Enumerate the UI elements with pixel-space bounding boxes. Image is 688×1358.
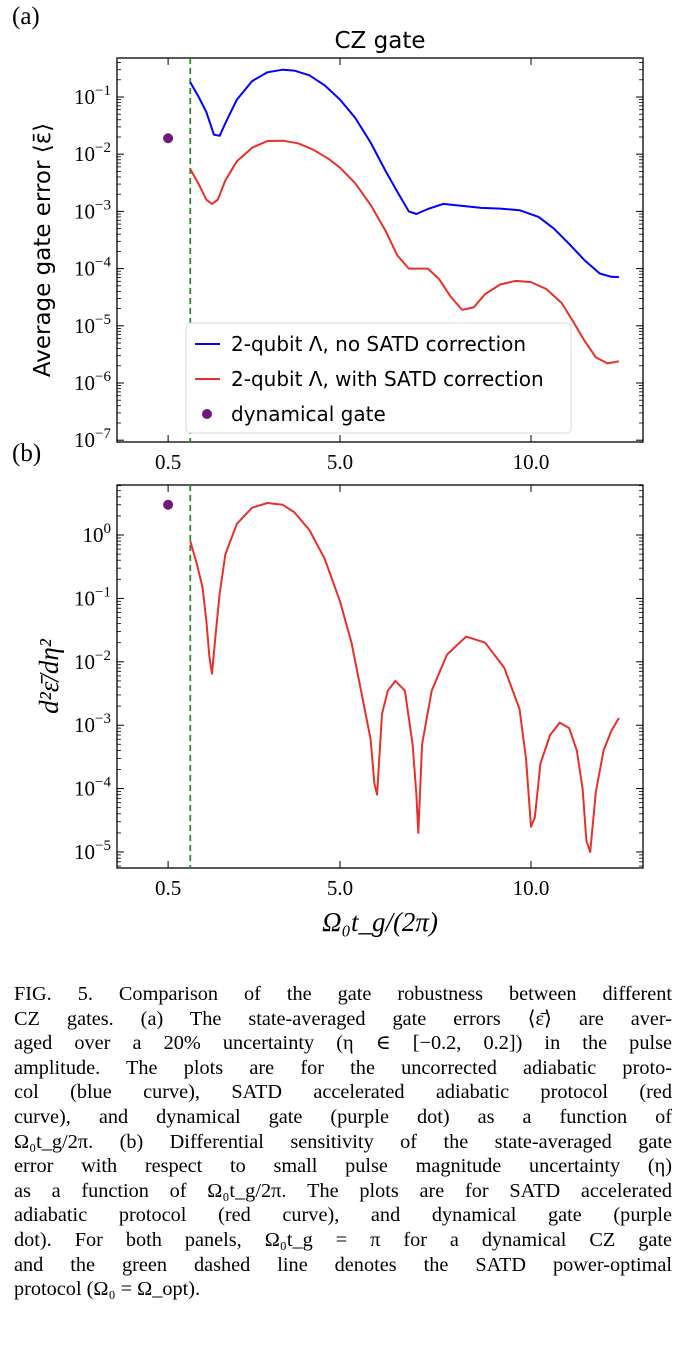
legend-swatch	[202, 409, 212, 419]
panel-a: 0.5 5.0 10.0 10−1 10−2 10−3 10−4 10−5 10−6 10−7 (a…	[12, 3, 644, 474]
x-tick-label: 0.5	[155, 876, 181, 900]
y-tick-label: 10−2	[74, 648, 111, 674]
caption-line: error with respect to small pulse magnit…	[14, 1155, 672, 1178]
y-tick-label: 10−5	[74, 838, 111, 864]
x-axis-label: Ω₀t_g/(2π)	[322, 907, 438, 937]
y-tick-label: 10−1	[74, 83, 111, 109]
x-tick-label: 10.0	[513, 450, 550, 474]
y-tick-label: 10−4	[74, 775, 111, 801]
legend-label: dynamical gate	[231, 402, 386, 426]
x-tick-label: 5.0	[327, 876, 353, 900]
panel-b: 0.5 5.0 10.0 100 10−1 10−2 10−3 10−4 10−5 (b) d²ε̄…	[12, 440, 644, 937]
legend-label: 2-qubit Λ, with SATD correction	[231, 367, 544, 391]
panel-label: (b)	[12, 440, 41, 467]
series-with-satd	[189, 502, 620, 853]
y-tick-label: 100	[83, 521, 112, 547]
series-with-satd	[189, 139, 620, 365]
figure-caption: FIG. 5. Comparison of the gate robustnes…	[14, 982, 672, 1302]
plot-frame	[116, 484, 644, 869]
chart-title: CZ gate	[335, 28, 426, 54]
legend-label: 2-qubit Λ, no SATD correction	[231, 332, 526, 356]
legend: 2-qubit Λ, no SATD correction 2-qubit Λ, …	[185, 322, 572, 434]
caption-line: amplitude. The plots are for the uncorre…	[14, 1056, 672, 1079]
caption-line: Ω₀t_g/2π. (b) Differential sensitivity o…	[14, 1130, 672, 1153]
y-tick-label: 10−2	[74, 140, 111, 166]
caption-line: as a function of Ω₀t_g/2π. The plots are…	[14, 1179, 672, 1202]
x-tick-label: 10.0	[513, 876, 550, 900]
y-tick-label: 10−3	[74, 197, 111, 223]
caption-line: dot). For both panels, Ω₀t_g = π for a d…	[14, 1228, 672, 1251]
y-tick-label: 10−6	[74, 369, 111, 395]
x-tick-label: 0.5	[155, 450, 181, 474]
dynamical-gate-point	[163, 133, 174, 144]
series-no-satd	[189, 68, 619, 279]
y-axis-label: Average gate error ⟨ε̄⟩	[30, 123, 56, 377]
caption-line: curve), and dynamical gate (purple dot) …	[14, 1105, 672, 1128]
y-tick-label: 10−3	[74, 711, 111, 737]
x-tick-label: 5.0	[327, 450, 353, 474]
caption-line: aged over a 20% uncertainty (η ∈ [−0.2, …	[14, 1032, 672, 1055]
y-tick-label: 10−5	[74, 312, 111, 338]
y-tick-label: 10−1	[74, 584, 111, 610]
caption-line: CZ gates. (a) The state-averaged gate er…	[14, 1007, 672, 1030]
y-tick-label: 10−7	[74, 426, 111, 452]
caption-line: adiabatic protocol (red curve), and dyna…	[14, 1204, 672, 1227]
caption-line: and the green dashed line denotes the SA…	[14, 1253, 672, 1276]
panel-label: (a)	[12, 3, 40, 30]
caption-line: col (blue curve), SATD accelerated adiab…	[14, 1081, 672, 1104]
y-tick-label: 10−4	[74, 255, 111, 281]
figure: 0.5 5.0 10.0 10−1 10−2 10−3 10−4 10−5 10−6 10−7 (a…	[12, 3, 644, 937]
plot-frame	[116, 57, 644, 443]
dynamical-gate-point	[163, 499, 174, 510]
legend-box	[185, 322, 572, 434]
y-axis-label: d²ε̄/dη²	[34, 638, 64, 714]
caption-line: FIG. 5. Comparison of the gate robustnes…	[14, 983, 672, 1005]
caption-line: protocol (Ω₀ = Ω_opt).	[14, 1278, 201, 1301]
